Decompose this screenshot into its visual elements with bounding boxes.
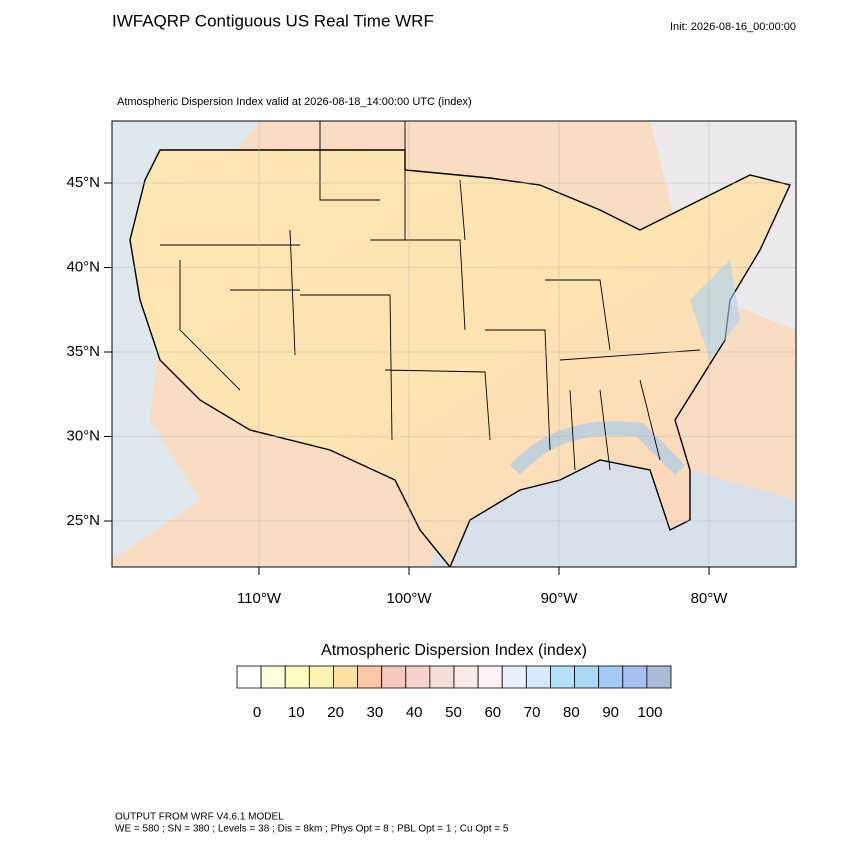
footer-line: WE = 580 ; SN = 380 ; Levels = 38 ; Dis …	[115, 824, 509, 835]
map-subtitle: Atmospheric Dispersion Index valid at 20…	[117, 96, 472, 108]
title: IWFAQRP Contiguous US Real Time WRF	[112, 11, 434, 30]
colorbar-box	[550, 665, 575, 689]
colorbar-tick-label: 0	[253, 704, 261, 721]
conus-outline	[129, 149, 791, 567]
colorbar-tick-label: 90	[602, 704, 619, 721]
colorbar-box	[357, 665, 383, 689]
colorbar-box	[284, 665, 310, 689]
gulf-coast-field	[509, 421, 685, 475]
lat-tick-label: 40°N	[66, 258, 100, 275]
colorbar-box	[598, 665, 624, 689]
colorbar-tick-label: 50	[445, 704, 462, 721]
colorbar-tick-label: 60	[484, 704, 501, 721]
colorbar-box	[525, 665, 551, 689]
map-area	[112, 121, 796, 567]
virginia-field	[690, 260, 740, 360]
lat-tick-label: 30°N	[66, 427, 100, 444]
colorbar-box	[260, 665, 286, 689]
colorbar-box	[453, 665, 479, 689]
colorbar-box	[236, 665, 262, 689]
colorbar-box	[405, 665, 431, 689]
colorbar-tick-label: 80	[563, 704, 580, 721]
colorbar-tick-label: 20	[327, 704, 344, 721]
colorbar: 0 10 20 30 40 50 60 70 80 90 100	[236, 665, 672, 721]
colorbar-box	[646, 665, 672, 689]
colorbar-tick-label: 30	[367, 704, 384, 721]
lon-tick-label: 110°W	[237, 590, 282, 607]
lon-tick-label: 90°W	[541, 590, 579, 607]
state-borders	[160, 121, 701, 471]
lat-tick-label: 25°N	[66, 512, 100, 529]
lat-tick-label: 45°N	[66, 174, 100, 191]
lon-tick-label: 100°W	[386, 590, 432, 607]
colorbar-box	[429, 665, 455, 689]
map-frame	[111, 120, 797, 568]
colorbar-tick-label: 40	[406, 704, 423, 721]
colorbar-tick-label: 100	[637, 704, 662, 721]
map-axes: 45°N 40°N 35°N 30°N 25°N 110°W 100°W 90°W 80°W	[66, 174, 728, 607]
colorbar-box	[574, 665, 600, 689]
colorbar-box	[381, 665, 407, 689]
colorbar-tick-label: 10	[288, 704, 305, 721]
colorbar-box	[501, 665, 527, 689]
colorbar-box	[333, 665, 358, 689]
lon-tick-label: 80°W	[691, 590, 729, 607]
lat-tick-label: 35°N	[66, 343, 100, 360]
colorbar-tick-label: 70	[524, 704, 541, 721]
graticule	[112, 121, 796, 567]
init-time: Init: 2026-08-16_00:00:00	[670, 21, 796, 33]
colorbar-title: Atmospheric Dispersion Index (index)	[321, 642, 587, 659]
footer-line: OUTPUT FROM WRF V4.6.1 MODEL	[115, 812, 284, 823]
colorbar-box	[308, 665, 334, 689]
colorbar-box	[622, 665, 648, 689]
colorbar-box	[477, 665, 503, 689]
